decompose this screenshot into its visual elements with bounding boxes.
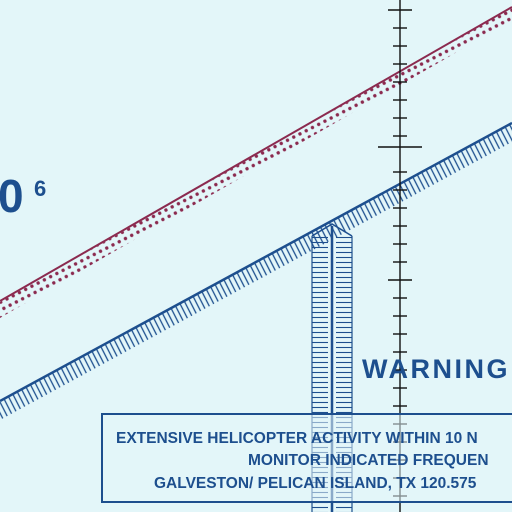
notice-line-2: MONITOR INDICATED FREQUEN [248, 452, 489, 469]
blue-boundary-line [0, 121, 512, 403]
blue-hatch-band [0, 124, 512, 420]
altitude-label-main: 0 [0, 170, 24, 222]
class-b-boundary-blue [0, 121, 512, 420]
warning-label: WARNING [362, 354, 510, 384]
notice-box-border [101, 413, 512, 503]
altitude-label-sup: 6 [34, 176, 46, 201]
helicopter-activity-notice: EXTENSIVE HELICOPTER ACTIVITY WITHIN 10 … [101, 413, 512, 503]
notice-line-1: EXTENSIVE HELICOPTER ACTIVITY WITHIN 10 … [116, 430, 478, 447]
notice-line-3: GALVESTON/ PELICAN ISLAND, TX 120.575 [154, 475, 477, 492]
corridor-peak [311, 223, 353, 237]
maroon-dot-band [0, 8, 512, 318]
class-c-boundary-maroon [0, 6, 512, 318]
maroon-boundary-line [0, 6, 512, 302]
notice-box-fill [102, 414, 512, 502]
